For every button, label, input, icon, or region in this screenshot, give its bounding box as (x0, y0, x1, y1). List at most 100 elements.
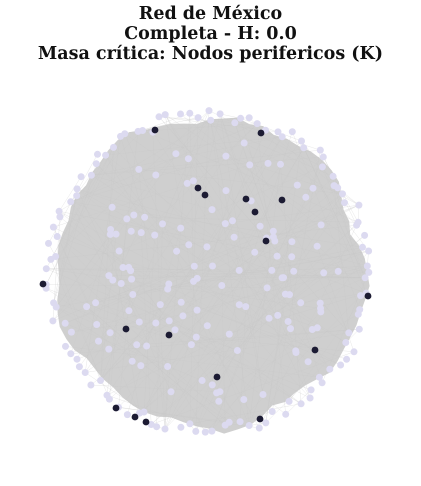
network-node (151, 232, 158, 239)
network-node (128, 276, 135, 283)
network-node (152, 320, 159, 327)
critical-mass-node (143, 419, 150, 426)
network-node (105, 346, 112, 353)
network-node (277, 161, 284, 168)
network-node (236, 301, 243, 308)
network-node (285, 318, 292, 325)
network-node (173, 248, 180, 255)
network-node (320, 154, 327, 161)
network-node (141, 214, 148, 221)
network-node (162, 426, 169, 433)
critical-mass-node (40, 281, 47, 288)
network-node (223, 187, 230, 194)
network-node (334, 184, 341, 191)
network-node (319, 163, 326, 170)
network-node (192, 428, 199, 435)
network-node (236, 267, 243, 274)
network-node (199, 377, 206, 384)
network-node (290, 268, 297, 275)
network-node (356, 326, 363, 333)
critical-mass-node (166, 332, 173, 339)
network-node (177, 424, 184, 431)
network-node (139, 127, 146, 134)
network-node (216, 388, 223, 395)
network-node (286, 398, 293, 405)
network-node (68, 329, 75, 336)
network-node (209, 381, 216, 388)
network-node (251, 249, 258, 256)
network-node (222, 153, 229, 160)
network-node (185, 155, 192, 162)
network-node (266, 315, 273, 322)
network-node (67, 350, 74, 357)
network-node (125, 307, 132, 314)
network-node (365, 248, 372, 255)
network-node (49, 317, 56, 324)
critical-mass-node (258, 130, 265, 137)
network-node (109, 204, 116, 211)
network-node (194, 307, 201, 314)
network-node (341, 199, 348, 206)
network-node (186, 110, 193, 117)
network-node (67, 198, 74, 205)
network-node (50, 224, 57, 231)
network-node (207, 117, 214, 124)
network-node (104, 392, 111, 399)
network-node (52, 253, 59, 260)
network-node (110, 144, 117, 151)
network-node (317, 305, 324, 312)
network-node (190, 177, 197, 184)
network-node (168, 388, 175, 395)
critical-mass-node (202, 192, 209, 199)
network-node (83, 303, 90, 310)
network-node (156, 113, 163, 120)
network-node (345, 329, 352, 336)
critical-mass-node (252, 209, 259, 216)
network-node (172, 150, 179, 157)
network-node (190, 278, 197, 285)
network-node (74, 185, 81, 192)
network-node (209, 206, 216, 213)
network-node (118, 280, 125, 287)
network-node (231, 119, 238, 126)
network-node (307, 395, 314, 402)
network-node (102, 152, 109, 159)
network-node (217, 110, 224, 117)
network-node (186, 420, 193, 427)
network-node (231, 234, 238, 241)
network-node (280, 274, 287, 281)
network-node (43, 265, 50, 272)
network-node (105, 272, 112, 279)
network-node (305, 358, 312, 365)
network-node (274, 312, 281, 319)
network-node (246, 114, 253, 121)
network-node (93, 160, 100, 167)
network-node (335, 268, 342, 275)
network-node (62, 343, 69, 350)
network-node (339, 190, 346, 197)
network-node (320, 269, 327, 276)
network-node (282, 411, 289, 418)
network-node (177, 111, 184, 118)
network-node (319, 379, 326, 386)
network-node (185, 241, 192, 248)
network-node (270, 234, 277, 241)
critical-mass-node (279, 197, 286, 204)
network-node (222, 220, 229, 227)
network-node (78, 173, 85, 180)
critical-mass-node (365, 293, 372, 300)
network-node (215, 398, 222, 405)
critical-mass-node (214, 374, 221, 381)
critical-mass-node (263, 238, 270, 245)
network-node (264, 284, 271, 291)
network-node (107, 329, 114, 336)
network-node (206, 107, 213, 114)
network-node (128, 228, 135, 235)
network-node (282, 291, 289, 298)
network-node (297, 299, 304, 306)
network-node (56, 208, 63, 215)
critical-mass-node (113, 405, 120, 412)
network-node (204, 322, 211, 329)
network-node (265, 160, 272, 167)
